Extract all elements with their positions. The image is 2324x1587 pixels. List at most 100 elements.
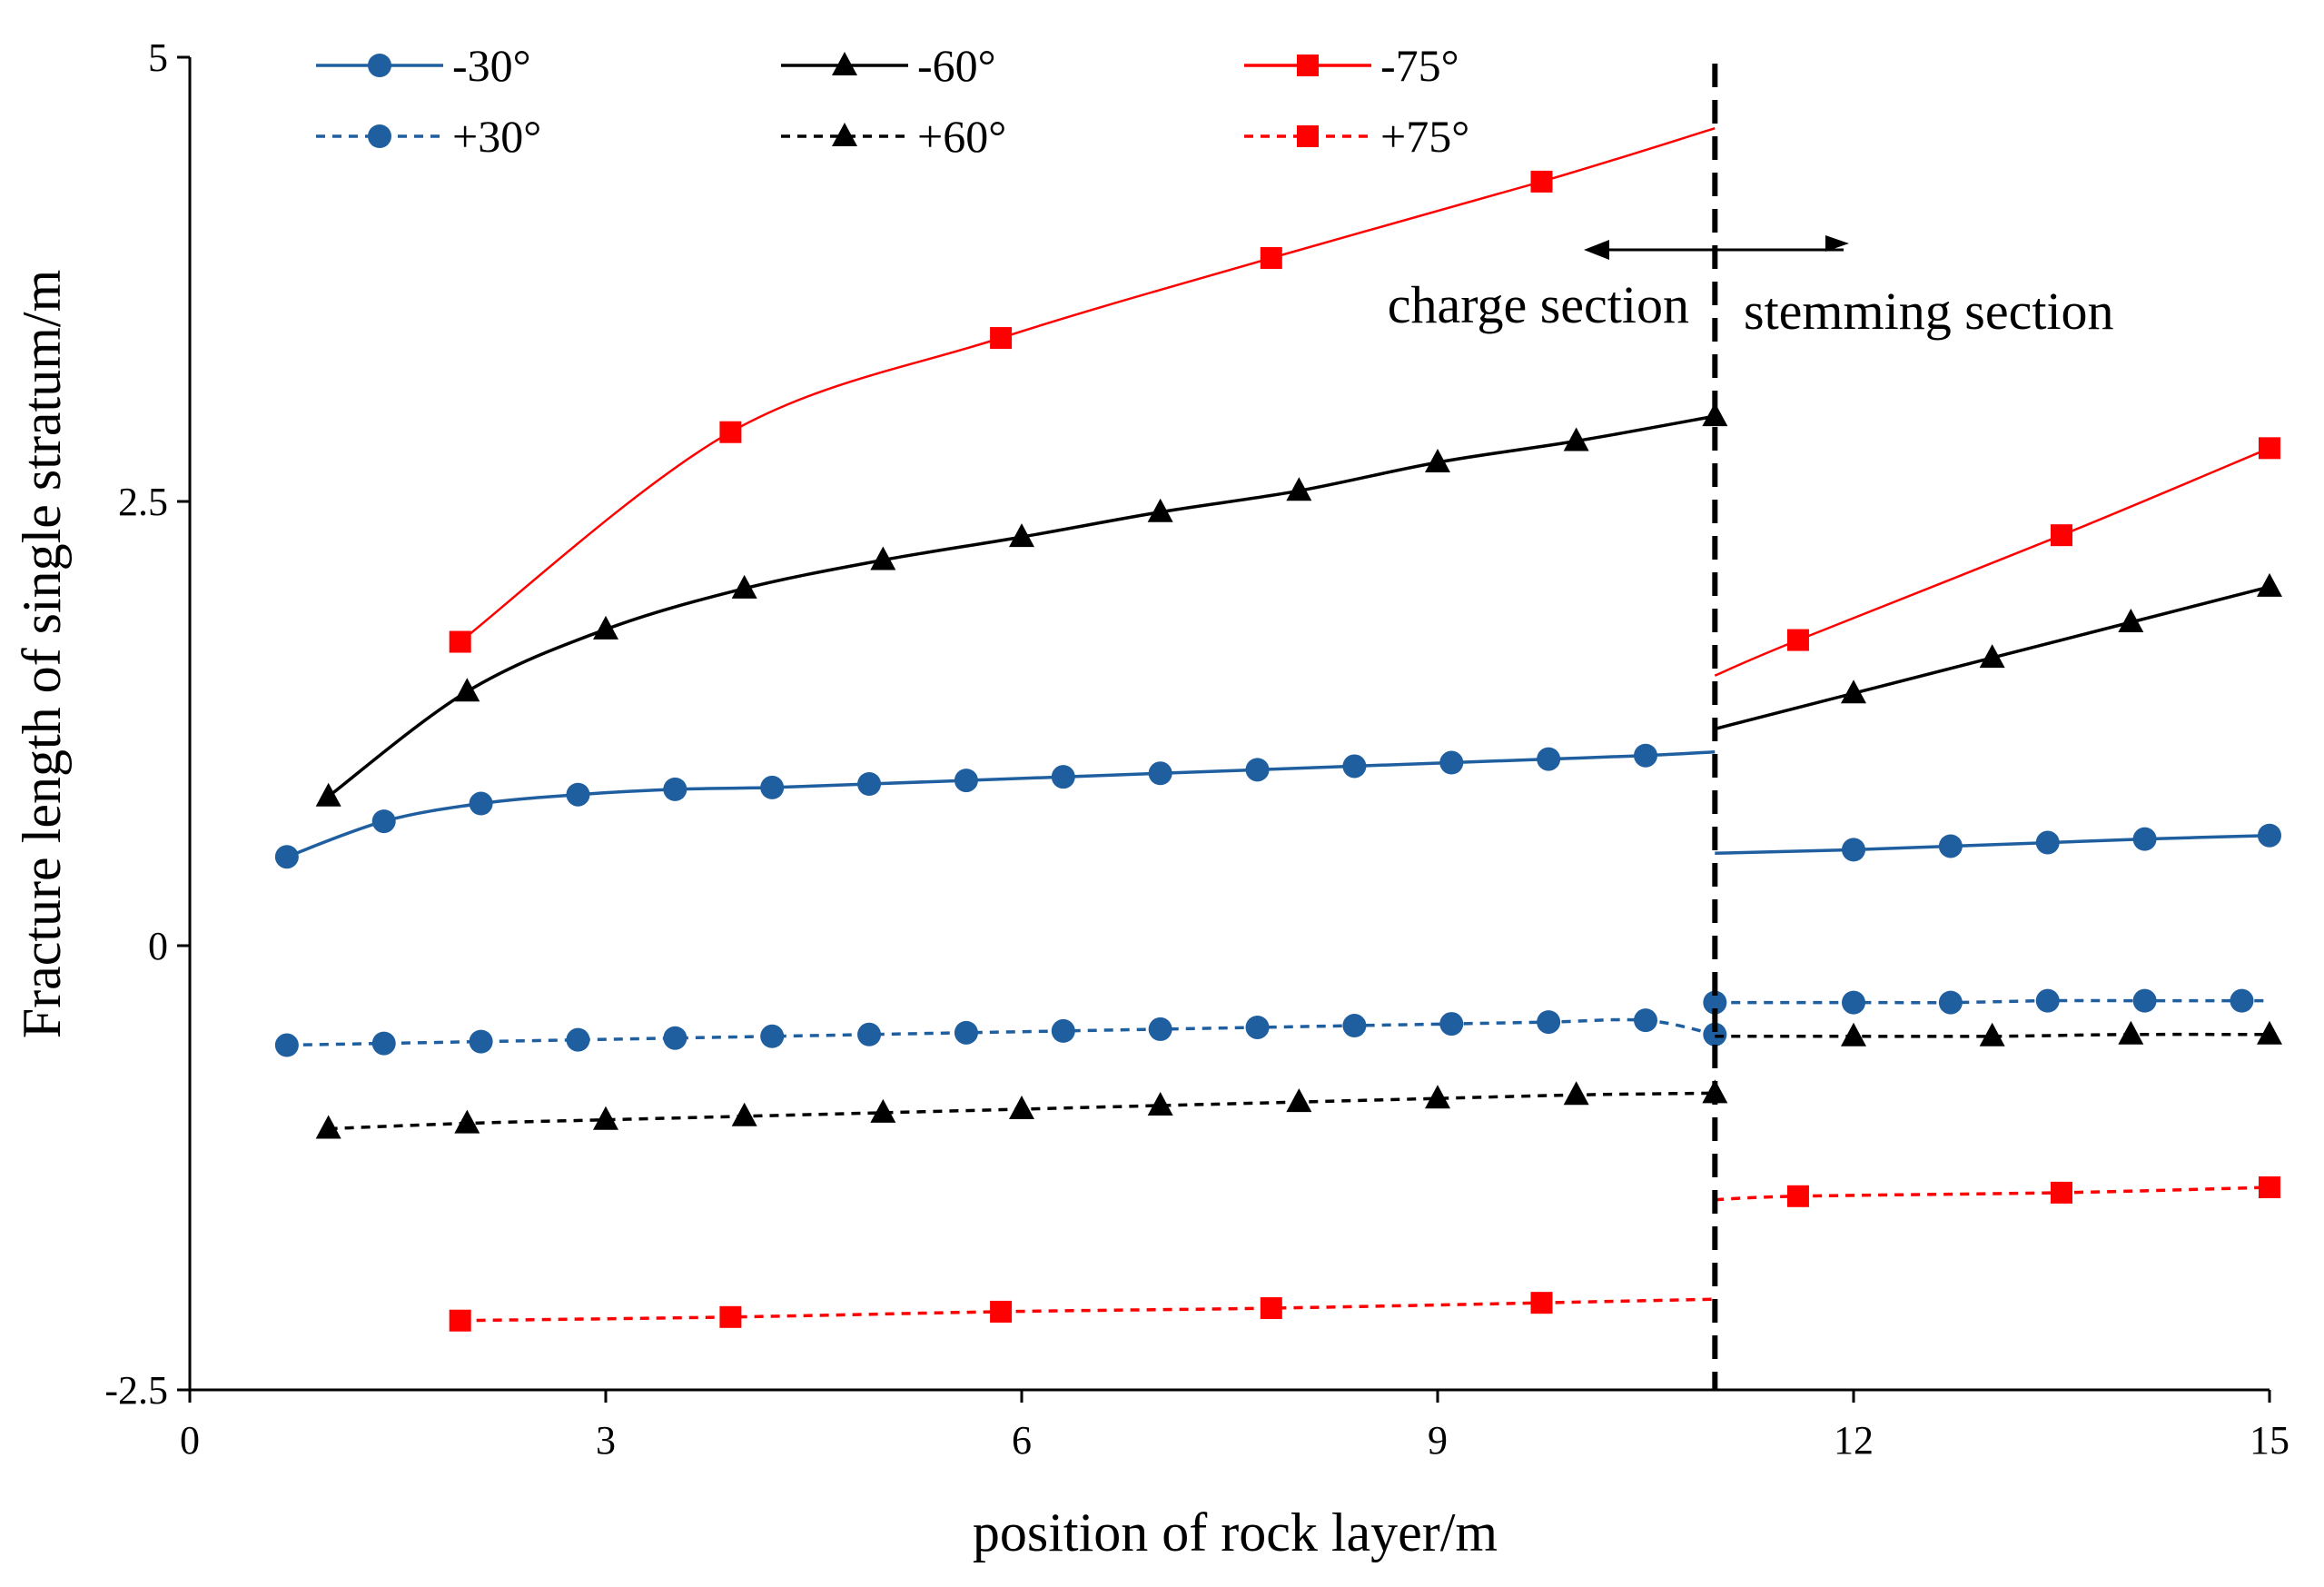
data-point (1563, 1081, 1589, 1106)
data-point (1703, 1022, 1727, 1046)
data-point (1286, 1088, 1312, 1113)
data-point (1979, 644, 2005, 669)
series-pos60deg (315, 1020, 2282, 1139)
data-point (1634, 1008, 1657, 1033)
data-point (1842, 838, 1865, 862)
data-point (1842, 990, 1865, 1015)
legend-label: +60° (917, 111, 1006, 162)
legend-item: -60° (781, 40, 996, 91)
data-point (1051, 765, 1075, 789)
data-point (990, 1300, 1013, 1323)
y-tick-label: -2.5 (104, 1368, 168, 1413)
data-point (1147, 498, 1173, 522)
legend: -30° -60° -75° +30° +60° +75° (316, 40, 1469, 162)
data-point (1938, 834, 1963, 858)
series-pos75deg (449, 1176, 2280, 1332)
data-point (857, 1022, 882, 1046)
data-point (1148, 1017, 1172, 1041)
data-point (2118, 1020, 2144, 1045)
legend-label: -30° (452, 40, 531, 91)
series-neg60deg (315, 402, 2282, 807)
axes: -2.5 0 2.5 5 0 3 6 9 12 15 (104, 35, 2289, 1463)
charge-section-label: charge section (1388, 275, 1689, 334)
data-point (1342, 1014, 1367, 1038)
data-point (1425, 448, 1450, 472)
legend-swatch-marker (832, 123, 857, 146)
data-point (371, 1031, 396, 1056)
data-point (954, 1020, 978, 1045)
data-point (1786, 629, 1809, 651)
stemming-section-label: stemming section (1744, 282, 2114, 341)
data-point (857, 772, 882, 797)
legend-item: +60° (781, 111, 1006, 162)
legend-swatch-marker (1297, 125, 1319, 147)
y-tick-label: 0 (148, 924, 168, 968)
data-point (1563, 427, 1589, 451)
y-tick-label: 5 (148, 35, 168, 80)
data-point (1051, 1018, 1075, 1043)
data-point (315, 782, 341, 807)
x-tick-label: 15 (2250, 1418, 2289, 1463)
data-point (2259, 1176, 2280, 1199)
data-point (274, 845, 299, 869)
data-point (663, 777, 687, 801)
data-point (990, 327, 1013, 350)
data-point (1245, 758, 1270, 782)
data-point (371, 809, 396, 834)
data-point (2258, 823, 2281, 848)
legend-label: +75° (1380, 111, 1469, 162)
series-line (1715, 1185, 2270, 1202)
data-point (454, 678, 480, 702)
data-point (731, 574, 757, 599)
y-axis-title: Fracture length of single stratum/m (12, 270, 72, 1038)
data-point (1938, 990, 1963, 1015)
data-point (2035, 830, 2060, 855)
data-point (2132, 827, 2157, 851)
legend-item: -30° (316, 40, 531, 91)
x-tick-label: 9 (1428, 1418, 1448, 1463)
data-point (2051, 524, 2072, 547)
data-point (1147, 1092, 1173, 1116)
data-point (2259, 437, 2280, 460)
data-point (1537, 747, 1561, 771)
legend-label: -75° (1380, 40, 1459, 91)
charge-arrow-head (1584, 240, 1609, 260)
data-point (449, 1309, 471, 1332)
series-line (286, 750, 1716, 858)
data-point (315, 1115, 341, 1139)
series-line (1715, 998, 2270, 1005)
legend-label: -60° (917, 40, 996, 91)
series-neg75deg (449, 127, 2280, 677)
series-neg30deg (274, 743, 2281, 869)
data-point (1342, 754, 1367, 779)
data-point (2230, 988, 2254, 1013)
data-point (2132, 988, 2157, 1013)
data-point (1979, 1022, 2005, 1046)
data-point (719, 1305, 742, 1328)
legend-label: +30° (452, 111, 541, 162)
legend-item: +30° (316, 111, 541, 162)
data-point (1537, 1010, 1561, 1035)
legend-swatch-marker (368, 124, 391, 148)
data-point (454, 1109, 480, 1134)
data-point (719, 421, 742, 443)
series-pos30deg (274, 988, 2270, 1057)
legend-swatch-marker (368, 54, 391, 77)
data-point (1439, 750, 1464, 775)
data-point (2051, 1181, 2072, 1204)
data-point (731, 1102, 757, 1126)
x-tick-label: 0 (180, 1418, 200, 1463)
data-point (1260, 1297, 1282, 1320)
y-tick-label: 2.5 (118, 480, 168, 524)
annotations: charge section stemming section (1388, 235, 2114, 341)
data-point (1702, 402, 1728, 427)
legend-item: -75° (1244, 40, 1459, 91)
data-point (1841, 1022, 1866, 1046)
series-layer (274, 127, 2282, 1332)
legend-swatch-marker (832, 52, 857, 75)
x-tick-label: 12 (1834, 1418, 1874, 1463)
data-point (870, 1098, 896, 1123)
data-point (760, 775, 785, 799)
series-line (1715, 833, 2270, 856)
